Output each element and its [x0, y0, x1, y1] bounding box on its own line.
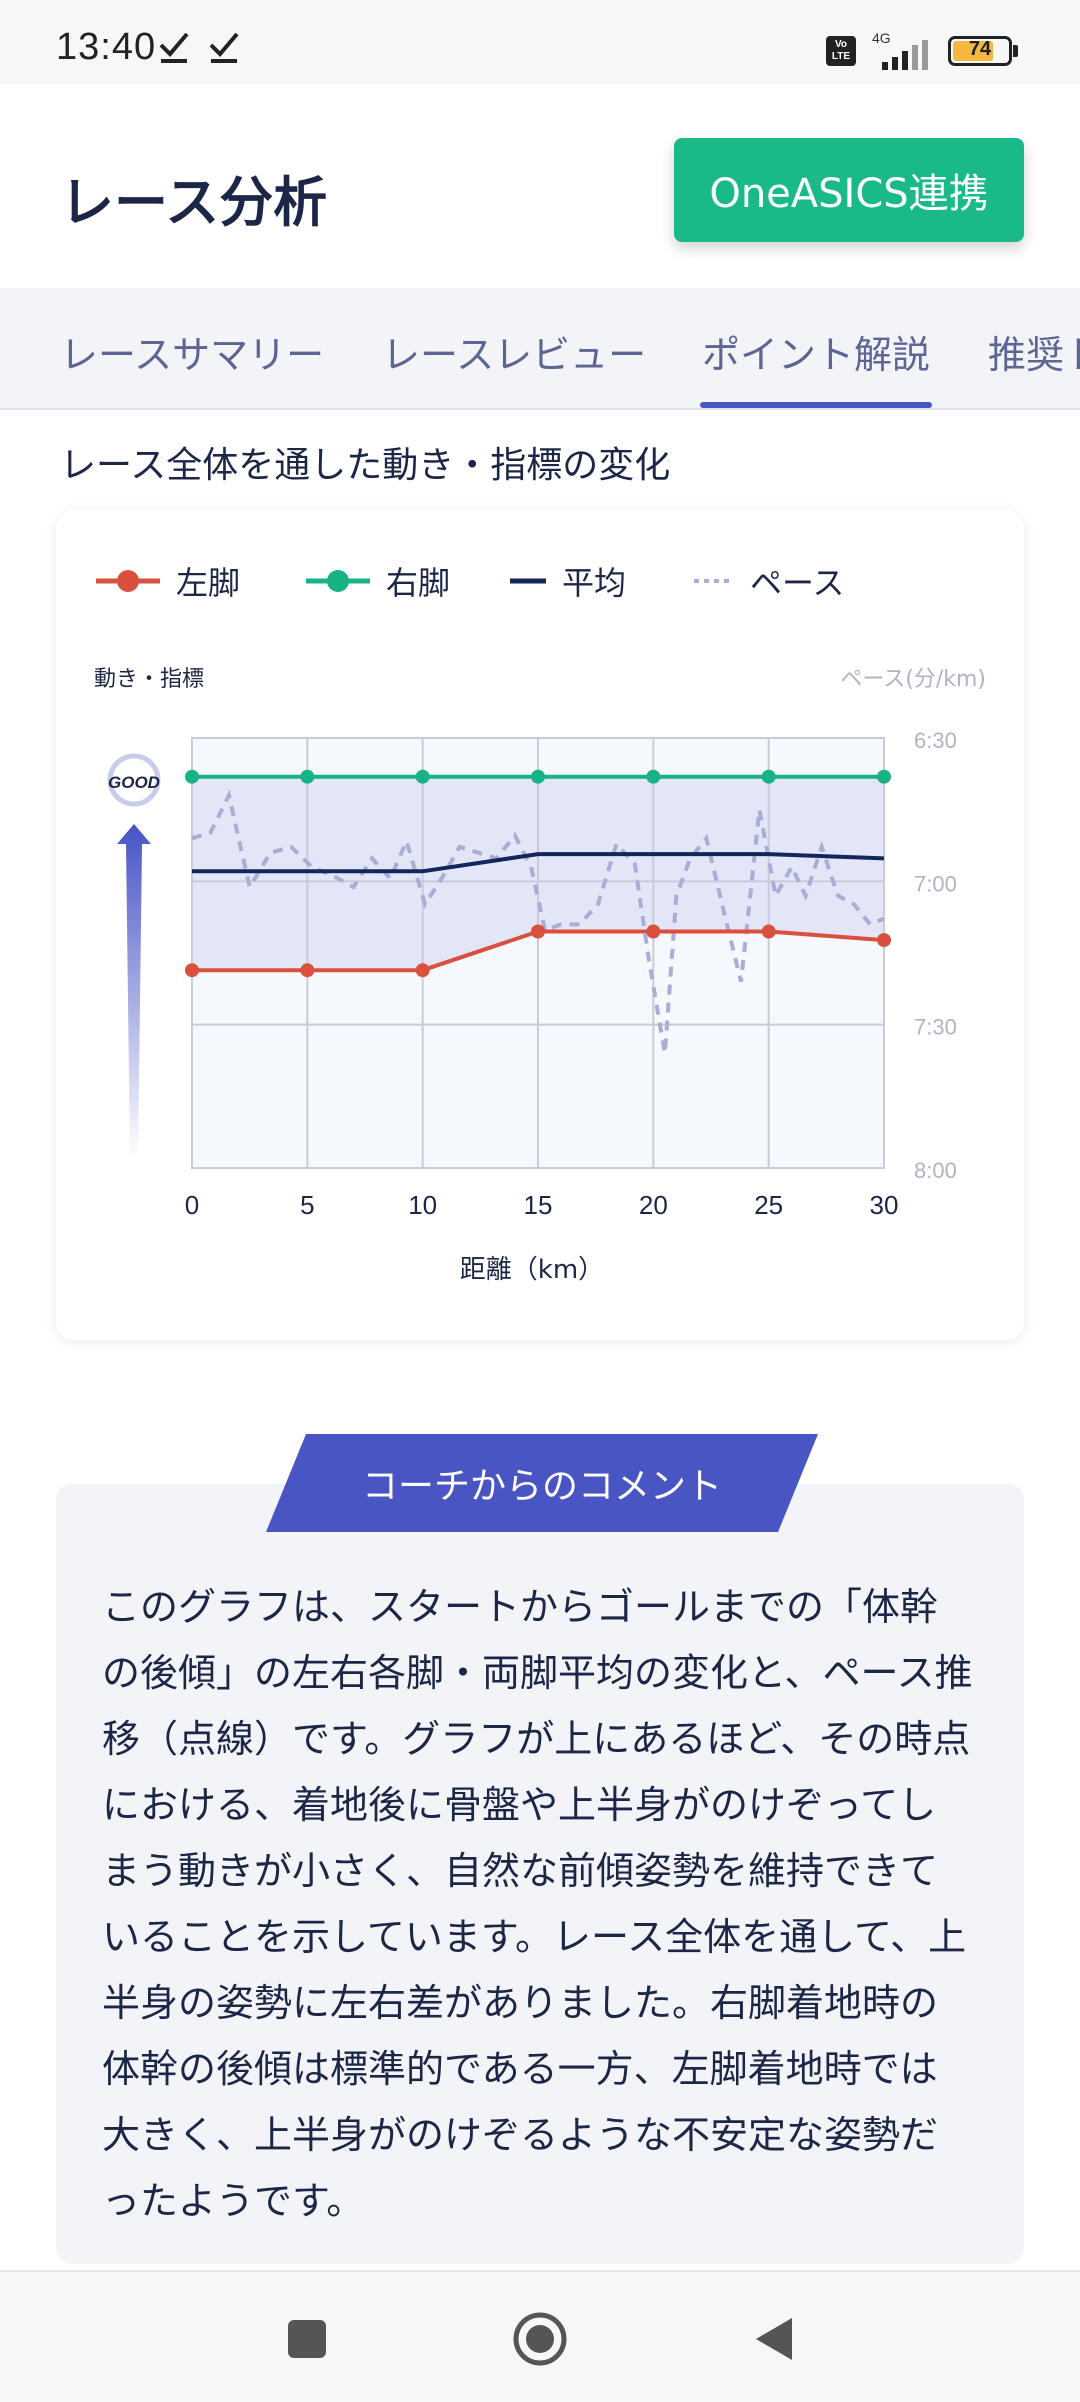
- network-type: 4G: [872, 30, 891, 46]
- point-left-leg: [185, 963, 199, 978]
- legend-average: 平均: [508, 558, 626, 604]
- comment-line: 体幹の後傾は標準的である一方、左脚着地時では: [102, 2047, 938, 2091]
- x-tick-label: 15: [524, 1190, 553, 1220]
- y-axis-label-right: ペース(分/km): [840, 667, 986, 692]
- status-time: 13:40: [56, 26, 157, 68]
- point-left-leg: [415, 963, 430, 978]
- good-badge-ring: [107, 753, 161, 807]
- comment-line: 半身の姿勢に左右差がありました。右脚着地時の: [102, 1981, 939, 2025]
- point-left-leg: [531, 924, 545, 939]
- good-badge-label: GOOD: [108, 773, 160, 792]
- point-right-leg: [415, 769, 430, 784]
- comment-line: の後傾」の左右各脚・両脚平均の変化と、ペース推: [102, 1651, 973, 1695]
- legend-pace-marker: [694, 579, 734, 583]
- x-tick-label: 10: [408, 1190, 437, 1220]
- tab-recommended[interactable]: 推奨ト: [988, 333, 1080, 377]
- comment-line: いることを示しています。レース全体を通して、上: [102, 1915, 967, 1959]
- good-arrow: [117, 824, 151, 1158]
- legend-pace-label: ペース: [750, 564, 845, 602]
- comment-line: 大きく、上半身がのけぞるような不安定な姿勢だ: [102, 2113, 939, 2157]
- battery-cap: [1013, 45, 1018, 57]
- y-axis-label-left: 動き・指標: [94, 667, 204, 692]
- legend-average-label: 平均: [562, 564, 627, 602]
- y-right-tick-label: 6:30: [914, 728, 957, 753]
- tab-race-summary[interactable]: レースサマリー: [60, 333, 325, 377]
- comment-line: まう動きが小さく、自然な前傾姿勢を維持できて: [102, 1849, 939, 1893]
- system-nav-bar: [0, 2270, 1080, 2402]
- legend-right-leg-label: 右脚: [386, 564, 451, 602]
- point-right-leg: [646, 769, 661, 784]
- y-right-tick-label: 7:00: [914, 871, 957, 896]
- coach-comment-header: コーチからのコメント: [266, 1434, 818, 1532]
- legend-left-leg-label: 左脚: [176, 564, 241, 602]
- x-tick-label: 5: [300, 1190, 314, 1220]
- coach-comment-box: [56, 1484, 1024, 2264]
- tab-point-explanation[interactable]: ポイント解説: [702, 333, 931, 377]
- series-line-average: [192, 852, 885, 874]
- tab-race-review[interactable]: レースレビュー: [382, 333, 647, 377]
- status-bar: 13:40 Vo LTE 4G 74: [0, 0, 1080, 84]
- point-left-leg: [877, 933, 891, 948]
- oneasics-link-button[interactable]: OneASICS連携: [674, 138, 1024, 242]
- legend-average-marker: [510, 578, 546, 584]
- download-done-icon: [159, 32, 189, 63]
- point-right-leg: [531, 769, 545, 784]
- race-chart: 6:30 7:00 7:30 8:00 0 5 10 15 20 25 30 動き・指標 ペース(分/k…: [94, 667, 986, 1285]
- coach-comment-text: このグラフは、スタートからゴールまでの「体幹 の後傾」の左右各脚・両脚平均の変化と…: [102, 1574, 992, 2234]
- comment-line: ったようです。: [102, 2179, 365, 2223]
- point-right-leg: [761, 769, 776, 784]
- point-left-leg: [761, 924, 776, 939]
- comment-line: 移（点線）です。グラフが上にあるほど、その時点: [102, 1717, 971, 1761]
- legend-pace: ペース: [692, 558, 844, 604]
- chart-card: 左脚 右脚 平均 ペース 6:30 7:00 7:30 8:00 0 5 10 15 20 25 3…: [56, 510, 1024, 1340]
- volte-icon: Vo LTE: [826, 36, 856, 66]
- x-axis-label: 距離（km）: [460, 1255, 604, 1285]
- recent-apps-icon[interactable]: [272, 2304, 342, 2374]
- active-tab-indicator: [700, 402, 932, 408]
- comment-header-shape: [266, 1434, 818, 1532]
- coach-comment-title: コーチからのコメント: [361, 1466, 722, 1507]
- x-tick-label: 20: [639, 1190, 668, 1220]
- legend-right-leg: 右脚: [304, 558, 450, 604]
- x-tick-label: 30: [870, 1190, 899, 1220]
- page-title: レース分析: [60, 171, 328, 234]
- y-right-tick-label: 8:00: [914, 1158, 957, 1183]
- legend-right-leg-marker: [306, 570, 370, 592]
- chart-legend: 左脚 右脚 平均 ペース: [56, 510, 1024, 640]
- point-left-leg: [300, 963, 315, 978]
- point-left-leg: [646, 924, 661, 939]
- x-tick-label: 25: [754, 1190, 783, 1220]
- home-icon[interactable]: [505, 2304, 575, 2374]
- legend-left-leg-marker: [96, 570, 160, 592]
- point-right-leg: [300, 769, 315, 784]
- battery-level-text: 74: [968, 38, 992, 60]
- point-right-leg: [877, 769, 891, 784]
- tab-bar: レースサマリー レースレビュー ポイント解説 推奨ト: [0, 288, 1080, 410]
- comment-line: このグラフは、スタートからゴールまでの「体幹: [102, 1585, 939, 1629]
- section-title: レース全体を通した動き・指標の変化: [60, 445, 671, 486]
- x-tick-label: 0: [185, 1190, 199, 1220]
- download-done-icon: [209, 32, 239, 63]
- comment-line: における、着地後に骨盤や上半身がのけぞってし: [102, 1783, 937, 1827]
- battery-level: [953, 41, 993, 61]
- signal-icon: [882, 40, 928, 70]
- legend-left-leg: 左脚: [94, 558, 240, 604]
- battery-icon: 74: [948, 36, 1012, 66]
- point-right-leg: [185, 769, 199, 784]
- back-icon[interactable]: [738, 2304, 808, 2374]
- y-right-tick-label: 7:30: [914, 1015, 957, 1040]
- app-header: レース分析 OneASICS連携: [0, 84, 1080, 288]
